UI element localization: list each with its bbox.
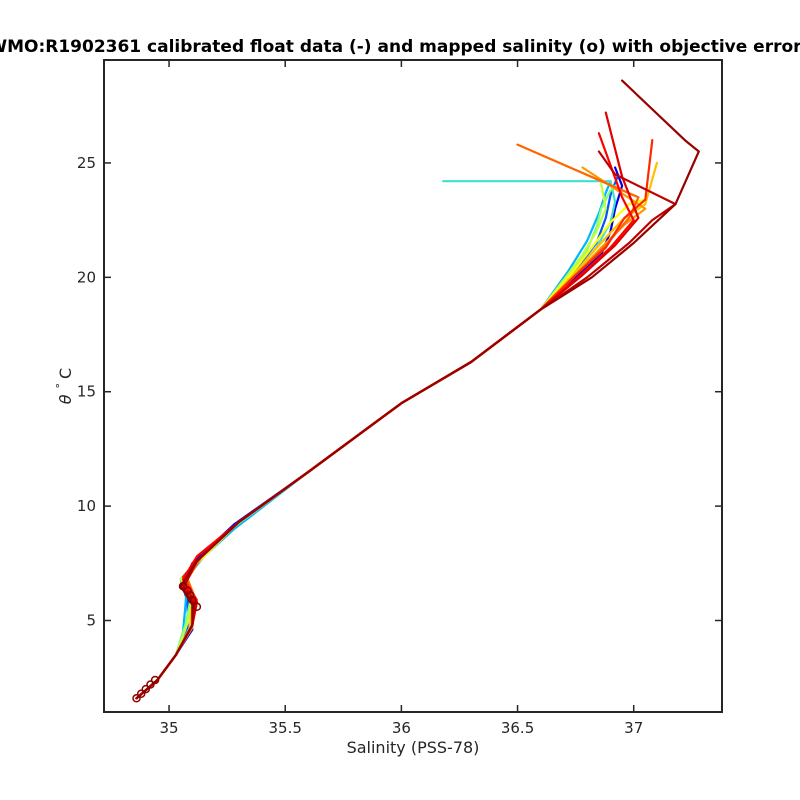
y-axis-theta: θ <box>56 394 75 404</box>
x-tick-label: 35 <box>160 719 179 737</box>
y-axis-degree: ° <box>54 383 67 389</box>
mapped-salinity-point <box>146 680 155 689</box>
mapped-salinity-point <box>132 694 141 703</box>
plot-area <box>104 60 722 712</box>
mapped-salinity-layer <box>132 581 202 703</box>
x-tick-label: 37 <box>624 719 643 737</box>
x-tick-label: 35.5 <box>269 719 302 737</box>
y-tick-label: 15 <box>77 383 96 401</box>
chart-title: WMO:R1902361 calibrated float data (-) a… <box>0 37 800 57</box>
y-tick-label: 10 <box>77 497 96 515</box>
y-axis-label: θ ° C <box>54 368 75 404</box>
x-tick-label: 36 <box>392 719 411 737</box>
y-tick-label: 20 <box>77 268 96 286</box>
mapped-salinity-point <box>188 595 197 605</box>
x-axis-label: Salinity (PSS-78) <box>347 738 480 757</box>
mapped-salinity-point <box>178 581 188 591</box>
y-tick-label: 25 <box>77 154 96 172</box>
mapped-salinity-point <box>183 586 192 596</box>
tick-layer: 35 35.5 36 36.5 37 5 10 15 20 25 <box>77 60 722 737</box>
mapped-salinity-point <box>141 684 151 694</box>
float-profile-line-15 <box>135 79 700 700</box>
mapped-salinity-point <box>150 675 160 685</box>
plot-frame <box>103 59 723 713</box>
series-layer <box>135 79 700 700</box>
y-tick-label: 5 <box>86 611 96 629</box>
mapped-salinity-point <box>185 591 195 600</box>
mapped-salinity-point <box>136 689 146 698</box>
y-axis-unit: C <box>56 368 75 379</box>
svg-text:θ°C: θ ° C <box>54 368 75 404</box>
mapped-salinity-point <box>192 602 202 612</box>
x-tick-label: 36.5 <box>501 719 534 737</box>
